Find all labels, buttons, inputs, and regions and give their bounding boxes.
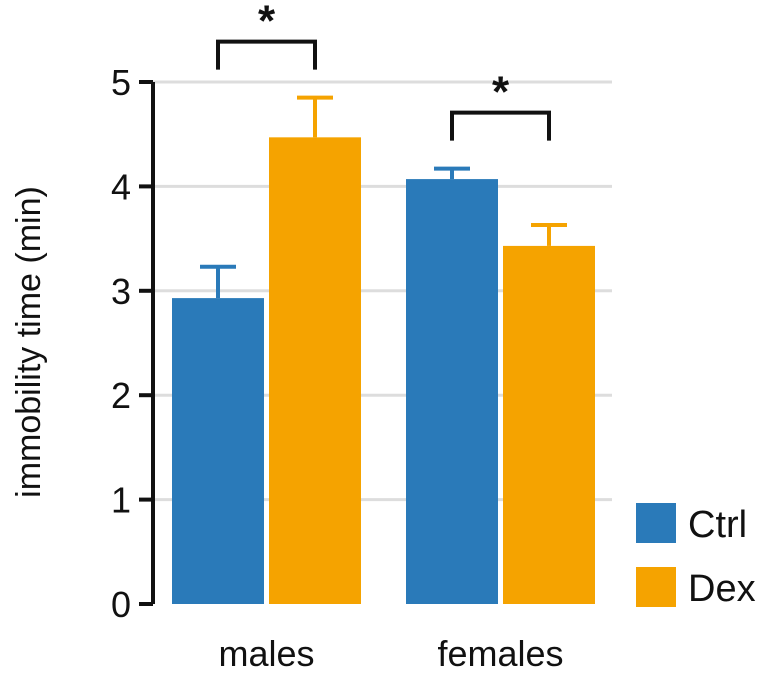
bar-females-ctrl	[406, 179, 498, 605]
y-tick-label: 4	[111, 166, 131, 207]
y-tick-label: 0	[111, 584, 131, 625]
y-tick-label: 5	[111, 62, 131, 103]
significance-bracket-males	[216, 39, 317, 70]
bar-males-ctrl	[172, 298, 264, 604]
legend-swatch-ctrl	[636, 503, 676, 543]
error-bars	[200, 95, 567, 299]
bar-males-dex	[269, 137, 361, 604]
significance-brackets: **	[216, 0, 551, 141]
legend-label-ctrl: Ctrl	[688, 504, 747, 546]
y-tick-label: 1	[111, 480, 131, 521]
y-ticks: 0 1 2 3 4 5	[111, 62, 153, 625]
x-category-label-females: females	[437, 633, 563, 674]
x-category-labels: males females	[218, 633, 563, 674]
legend-swatch-dex	[636, 567, 676, 607]
bars	[172, 137, 595, 605]
significance-bracket-females	[450, 110, 551, 141]
bar-females-dex	[503, 245, 595, 604]
y-tick-label: 2	[111, 375, 131, 416]
y-axis-title: immobility time (min)	[10, 186, 48, 498]
legend-label-dex: Dex	[688, 568, 756, 610]
significance-star-females: *	[492, 68, 510, 117]
y-tick-label: 3	[111, 271, 131, 312]
significance-star-males: *	[258, 0, 276, 46]
legend: Ctrl Dex	[636, 503, 756, 610]
x-category-label-males: males	[218, 633, 314, 674]
